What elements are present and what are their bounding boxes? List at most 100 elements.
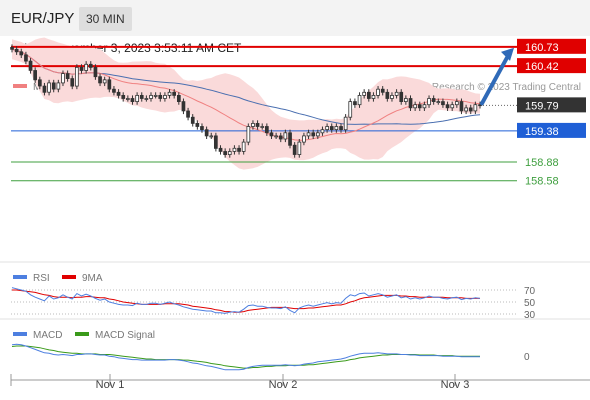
candle <box>320 129 325 134</box>
candle <box>459 101 464 112</box>
candle <box>204 129 209 137</box>
candle <box>144 98 149 100</box>
ma20-line <box>11 48 481 141</box>
candle <box>390 95 394 99</box>
resistance-line-tag <box>517 38 586 54</box>
candle <box>246 126 251 143</box>
candle <box>325 126 330 130</box>
support-level-label: 158.88 <box>525 157 559 169</box>
macd-signal-legend-label: MACD Signal <box>95 330 155 341</box>
candle <box>158 95 163 99</box>
candle <box>427 98 431 106</box>
candle <box>408 98 413 109</box>
candle <box>329 126 334 130</box>
candle <box>348 101 353 118</box>
candle <box>376 88 380 96</box>
x-tick-label: Nov 3 <box>441 379 470 391</box>
support-level-label: 158.58 <box>525 176 559 188</box>
candle <box>306 132 311 137</box>
candle <box>130 98 135 102</box>
candle <box>334 126 339 130</box>
rsi-ma-legend-swatch <box>62 275 76 279</box>
candle <box>172 91 176 96</box>
x-tick-label: Nov 2 <box>269 379 298 391</box>
candle <box>28 60 33 71</box>
candle <box>302 135 306 143</box>
candle <box>315 132 320 137</box>
candle <box>385 91 390 99</box>
support-line-tag <box>517 122 586 138</box>
candle <box>70 78 75 87</box>
candle <box>362 91 367 96</box>
macd-line <box>11 343 480 371</box>
rsi-ma-legend-label: 9MA <box>82 273 103 284</box>
macd-signal-legend-swatch <box>75 332 89 336</box>
candle <box>200 126 204 130</box>
candle <box>353 101 357 106</box>
candle <box>98 76 102 84</box>
rsi-ma-line <box>12 289 480 313</box>
resistance-line-label: 160.73 <box>525 42 559 54</box>
candle <box>422 104 427 109</box>
candle <box>88 63 93 68</box>
candle <box>343 116 348 131</box>
candle <box>468 107 473 112</box>
candle <box>473 104 478 112</box>
candle <box>431 98 436 102</box>
candle <box>75 67 79 87</box>
resistance-line-tag <box>517 58 586 74</box>
candle <box>255 123 260 127</box>
candle <box>445 104 450 109</box>
candle <box>195 123 200 127</box>
candle <box>116 91 121 96</box>
rsi-legend-swatch <box>13 275 27 279</box>
candle <box>38 79 42 87</box>
candle <box>251 123 255 127</box>
rsi-line <box>11 287 481 314</box>
last-price-tag <box>517 97 586 113</box>
candle <box>223 151 227 155</box>
candle <box>19 51 24 56</box>
candle <box>51 82 56 90</box>
macd-legend-swatch <box>13 332 27 336</box>
candle <box>126 98 130 100</box>
candle <box>163 95 167 99</box>
candle <box>167 91 172 96</box>
candle <box>278 135 283 140</box>
candle <box>47 82 51 93</box>
rsi-legend-label: RSI <box>33 273 50 284</box>
timeframe-button[interactable]: 30 MIN <box>79 7 132 31</box>
forecast-arrow-head <box>501 47 514 61</box>
candle <box>264 126 269 134</box>
candle <box>380 88 385 93</box>
research-credit: Research © 2023 Trading Central <box>432 82 581 93</box>
candle <box>339 126 343 130</box>
rsi-tick-label: 70 <box>524 286 536 297</box>
candle <box>139 95 144 99</box>
macd-legend-label: MACD <box>33 330 62 341</box>
candle <box>366 91 371 99</box>
candle <box>241 141 246 152</box>
candle <box>417 104 422 109</box>
candle <box>260 126 265 128</box>
candle <box>464 107 469 112</box>
candle <box>176 95 181 103</box>
candle <box>371 95 376 99</box>
macd-signal-line <box>11 345 480 369</box>
candle <box>56 82 61 90</box>
candle <box>79 67 84 71</box>
candle <box>112 88 116 93</box>
candle <box>232 147 237 152</box>
candle <box>84 63 88 71</box>
candle <box>61 73 65 84</box>
last-price-label: 159.79 <box>525 100 559 112</box>
candle <box>14 48 19 53</box>
candle <box>65 73 70 79</box>
candle <box>454 101 459 106</box>
candle <box>33 70 38 81</box>
candle <box>441 101 445 106</box>
candle <box>399 91 404 103</box>
rsi-tick-label: 30 <box>524 310 536 321</box>
candle <box>153 95 158 97</box>
